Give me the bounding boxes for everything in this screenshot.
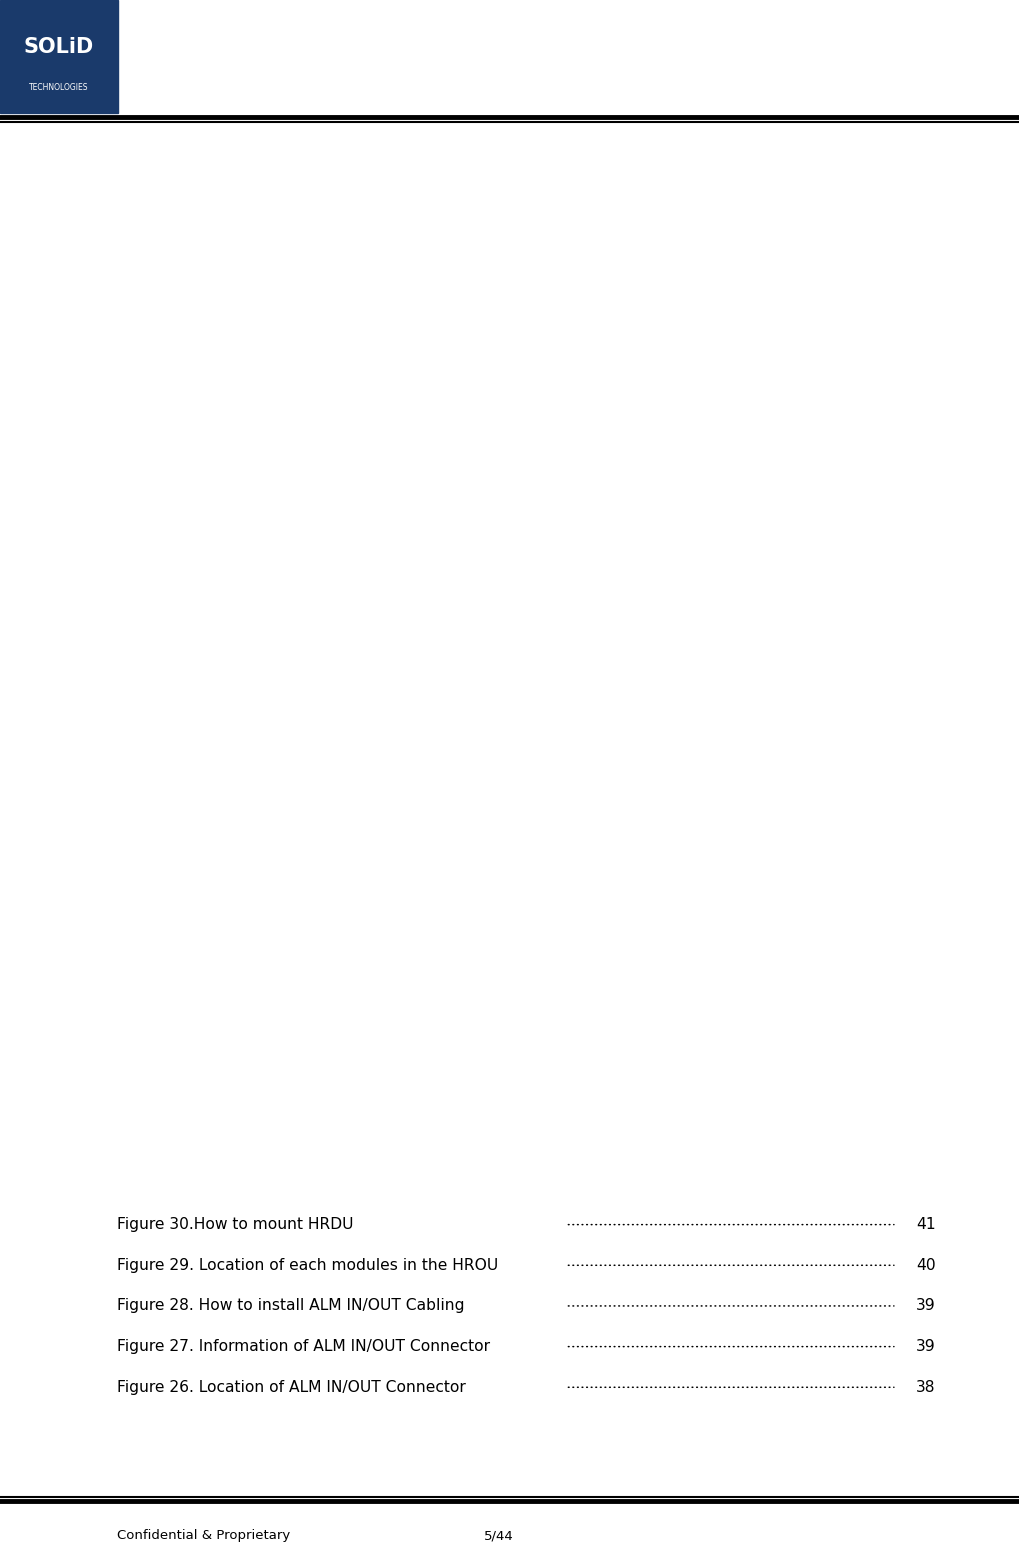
Text: Figure 26. Location of ALM IN/OUT Connector: Figure 26. Location of ALM IN/OUT Connec…	[117, 1379, 466, 1395]
Text: TECHNOLOGIES: TECHNOLOGIES	[30, 83, 89, 92]
Text: Figure 29. Location of each modules in the HROU: Figure 29. Location of each modules in t…	[117, 1257, 503, 1273]
Text: 39: 39	[916, 1298, 935, 1314]
Text: Figure 27. Information of ALM IN/OUT Connector: Figure 27. Information of ALM IN/OUT Con…	[117, 1339, 490, 1354]
Text: 5/44: 5/44	[484, 1530, 515, 1542]
Text: 41: 41	[916, 1217, 935, 1232]
Text: 38: 38	[916, 1379, 935, 1395]
Text: Figure 30.How to mount HRDU: Figure 30.How to mount HRDU	[117, 1217, 359, 1232]
Text: Confidential & Proprietary: Confidential & Proprietary	[117, 1530, 290, 1542]
Text: 40: 40	[916, 1257, 935, 1273]
Text: 39: 39	[916, 1339, 935, 1354]
Text: SOLiD: SOLiD	[24, 38, 94, 58]
Bar	[0, 0, 118, 113]
Text: Figure 28. How to install ALM IN/OUT Cabling: Figure 28. How to install ALM IN/OUT Cab…	[117, 1298, 470, 1314]
